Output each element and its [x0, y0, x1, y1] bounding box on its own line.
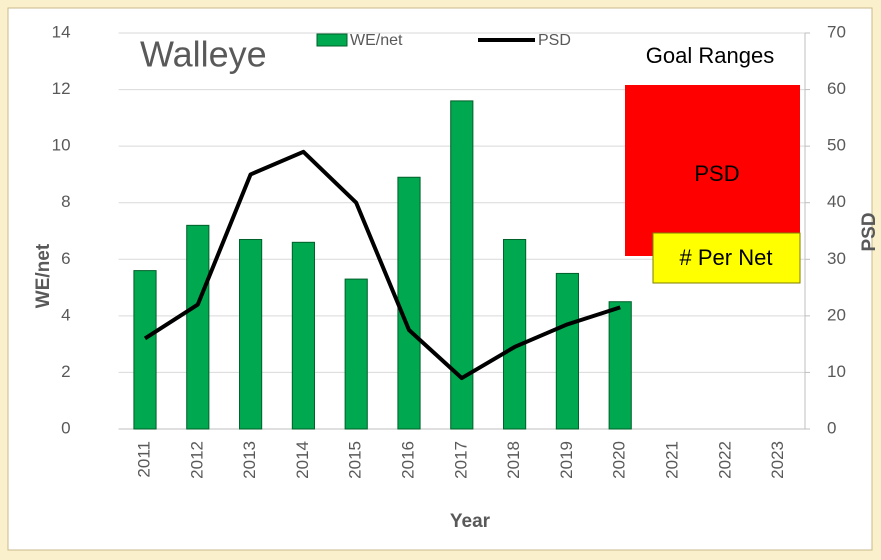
x-tick-label: 2017 — [451, 441, 470, 479]
bar — [186, 224, 210, 430]
x-tick-label: 2019 — [557, 441, 576, 479]
x-axis-label: Year — [450, 511, 491, 532]
bar — [239, 238, 263, 430]
y2-tick-label: 70 — [827, 22, 846, 41]
x-tick-label: 2020 — [610, 441, 629, 479]
y-tick-label: 0 — [61, 418, 70, 437]
bar — [291, 241, 315, 430]
net-goal-box — [652, 232, 801, 284]
y-tick-label: 6 — [61, 249, 70, 268]
y2-tick-label: 30 — [827, 249, 846, 268]
x-tick-label: 2014 — [293, 441, 312, 479]
psd-goal-label: PSD — [694, 161, 739, 186]
y2-tick-label: 60 — [827, 79, 846, 98]
y-axis-label: WE/net — [33, 243, 54, 308]
net-goal-label: # Per Net — [680, 245, 773, 270]
x-tick-label: 2012 — [187, 441, 206, 479]
legend-label: PSD — [538, 32, 571, 49]
y2-tick-label: 20 — [827, 305, 846, 324]
line — [143, 149, 621, 381]
bar — [133, 270, 157, 430]
x-tick-label: 2018 — [504, 441, 523, 479]
y-tick-label: 8 — [61, 192, 70, 211]
x-tick-label: 2013 — [240, 441, 259, 479]
y2-tick-label: 0 — [827, 418, 836, 437]
goal-title: Goal Ranges — [646, 43, 774, 68]
bar — [608, 301, 632, 430]
y-tick-label: 12 — [52, 79, 71, 98]
y2-tick-label: 50 — [827, 136, 846, 155]
x-tick-label: 2023 — [768, 441, 787, 479]
y-tick-label: 14 — [52, 22, 71, 41]
x-tick-label: 2016 — [398, 441, 417, 479]
legend-label: WE/net — [350, 32, 403, 49]
y2-axis-label: PSD — [859, 212, 880, 251]
chart-title: Walleye — [140, 34, 267, 75]
y-tick-label: 10 — [52, 136, 71, 155]
y2-tick-label: 40 — [827, 192, 846, 211]
bar — [555, 272, 579, 430]
bar — [397, 176, 421, 430]
x-tick-label: 2021 — [662, 441, 681, 479]
bar — [450, 100, 474, 430]
y2-tick-label: 10 — [827, 362, 846, 381]
x-tick-label: 2011 — [134, 441, 153, 478]
x-tick-label: 2015 — [346, 441, 365, 479]
psd-goal-box — [625, 85, 800, 256]
bar — [344, 278, 368, 430]
x-tick-label: 2022 — [715, 441, 734, 479]
y-tick-label: 2 — [61, 362, 70, 381]
legend-swatch — [316, 33, 348, 47]
y-tick-label: 4 — [61, 305, 70, 324]
bar — [503, 238, 527, 430]
